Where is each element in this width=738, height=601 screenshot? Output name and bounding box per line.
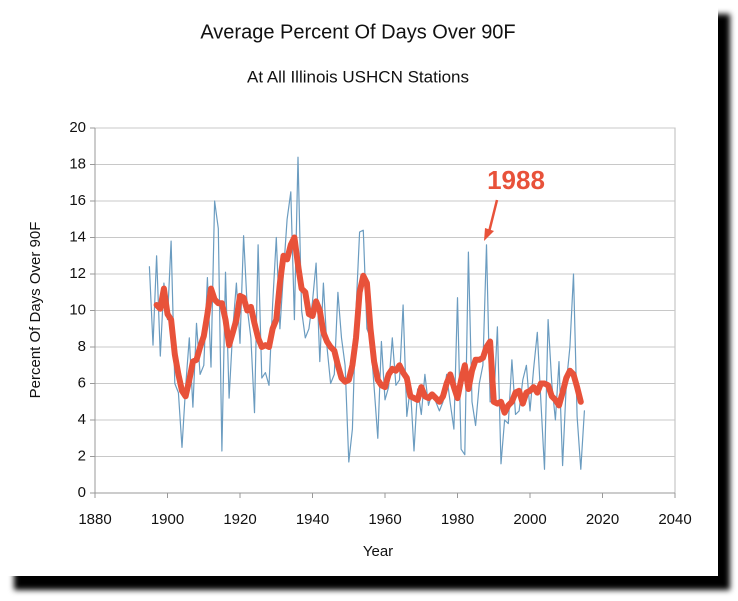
chart-subtitle: At All Illinois USHCN Stations — [247, 67, 469, 86]
y-tick-label: 8 — [78, 338, 86, 355]
y-tick-label: 6 — [78, 374, 86, 391]
x-tick-label: 1960 — [368, 511, 401, 528]
chart-title: Average Percent Of Days Over 90F — [200, 21, 515, 43]
plot-area: 0 2 4 6 8 10 12 14 16 18 20 1880 1900 1920 1940 1960 198… — [69, 119, 691, 528]
x-tick-label: 1920 — [223, 511, 256, 528]
y-tick-label: 18 — [69, 155, 86, 172]
x-tick-label: 2020 — [586, 511, 619, 528]
annotation-arrow — [487, 199, 499, 233]
y-tick-label: 10 — [69, 301, 86, 318]
x-tick-label: 1900 — [151, 511, 184, 528]
y-axis-label: Percent Of Days Over 90F — [27, 222, 44, 399]
y-tick-label: 16 — [69, 192, 86, 209]
y-tick-label: 12 — [69, 265, 86, 282]
annotation: 1988 — [487, 165, 545, 195]
y-tick-label: 0 — [78, 484, 86, 501]
y-tick-label: 4 — [78, 411, 86, 428]
x-tick-label: 2000 — [513, 511, 546, 528]
x-tick-label: 2040 — [658, 511, 691, 528]
line-series — [153, 234, 584, 416]
y-tick-label: 2 — [78, 447, 86, 464]
y-tick-label: 14 — [69, 228, 86, 245]
x-axis-label: Year — [363, 543, 393, 560]
line-series — [148, 156, 585, 470]
annotation-arrowhead — [484, 228, 494, 241]
x-tick-label: 1880 — [78, 511, 111, 528]
y-tick-label: 20 — [69, 119, 86, 136]
x-tick-label: 1940 — [296, 511, 329, 528]
x-tick-label: 1980 — [441, 511, 474, 528]
